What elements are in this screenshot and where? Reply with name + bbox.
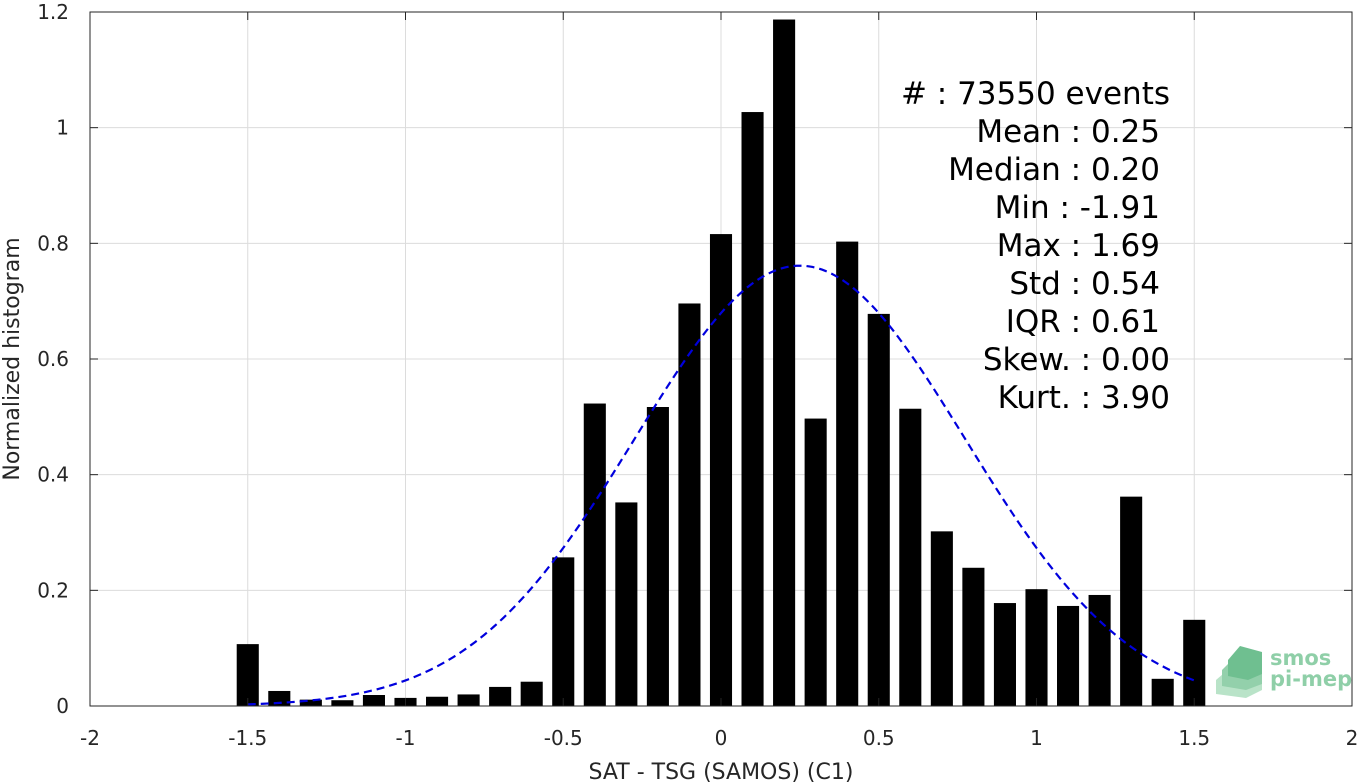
histogram-bar [962,567,985,706]
x-tick-label: -0.5 [544,726,583,750]
histogram-bar [867,313,890,706]
histogram-bar [331,700,354,706]
y-axis-title: Normalized histogram [0,237,25,480]
logo-emblem-icon [1216,646,1262,698]
stats-annotation: # : 73550 events Mean : 0.25 Median : 0.… [901,76,1170,416]
y-tick-label: 1 [56,116,69,140]
stat-min: Min : -1.91 [995,190,1160,226]
histogram-bar [678,303,701,706]
histogram-bar [709,234,733,706]
histogram-bar [299,699,322,706]
histogram-bar [615,502,638,706]
histogram-bar [426,696,449,706]
y-tick-label: 0.6 [37,347,69,371]
histogram-bar [236,644,259,706]
stat-events: # : 73550 events [901,76,1170,112]
histogram-bar [1120,496,1143,706]
x-tick-label: -1.5 [228,726,267,750]
y-tick-label: 1.2 [37,0,69,24]
histogram-bar [520,681,543,706]
stat-kurt: Kurt. : 3.90 [998,380,1170,416]
histogram-bar [741,112,764,707]
y-tick-label: 0 [56,694,69,718]
histogram-bar [773,19,796,707]
logo-text-pi-mep: pi-mep [1270,667,1352,691]
stat-skew: Skew. : 0.00 [983,342,1170,378]
x-tick-label: -1 [396,726,416,750]
histogram-bar [646,407,669,706]
y-tick-label: 0.8 [37,231,69,255]
bars [236,19,1206,707]
histogram-bar [583,403,606,706]
histogram-bar [1057,605,1080,706]
stat-iqr: IQR : 0.61 [1006,304,1160,340]
histogram-bar [1088,594,1111,706]
histogram-bar [362,695,385,706]
histogram-bar [836,241,859,706]
stat-median: Median : 0.20 [948,152,1160,188]
histogram-bar [1183,619,1206,706]
histogram-bar [899,408,922,706]
axis-ticks: -2 -1.5 -1 -0.5 0 0.5 1 1.5 2 0 0.2 0.4 0.6 0.8 1 1.2 [37,0,1358,750]
y-tick-label: 0.2 [37,578,69,602]
x-tick-label: 0.5 [863,726,895,750]
x-tick-label: 0 [715,726,728,750]
logo-text-smos: smos [1270,646,1331,670]
smos-pi-mep-logo: smos pi-mep [1216,646,1352,698]
histogram-bar [457,694,480,706]
y-tick-label: 0.4 [37,463,69,487]
histogram-bar [993,603,1016,706]
stat-std: Std : 0.54 [1009,266,1160,302]
histogram-bar [930,531,953,706]
x-tick-label: 1.5 [1178,726,1210,750]
histogram-bar [489,686,512,706]
x-tick-label: 2 [1346,726,1359,750]
x-tick-label: 1 [1030,726,1043,750]
histogram-bar [1025,589,1048,706]
normal-fit-curve [247,264,1195,706]
histogram-bar [804,418,827,706]
histogram-bar [1151,678,1174,706]
stat-mean: Mean : 0.25 [976,114,1160,150]
stat-max: Max : 1.69 [997,228,1160,264]
x-axis-title: SAT - TSG (SAMOS) (C1) [589,760,854,784]
x-tick-label: -2 [80,726,100,750]
histogram-bar [552,557,575,706]
